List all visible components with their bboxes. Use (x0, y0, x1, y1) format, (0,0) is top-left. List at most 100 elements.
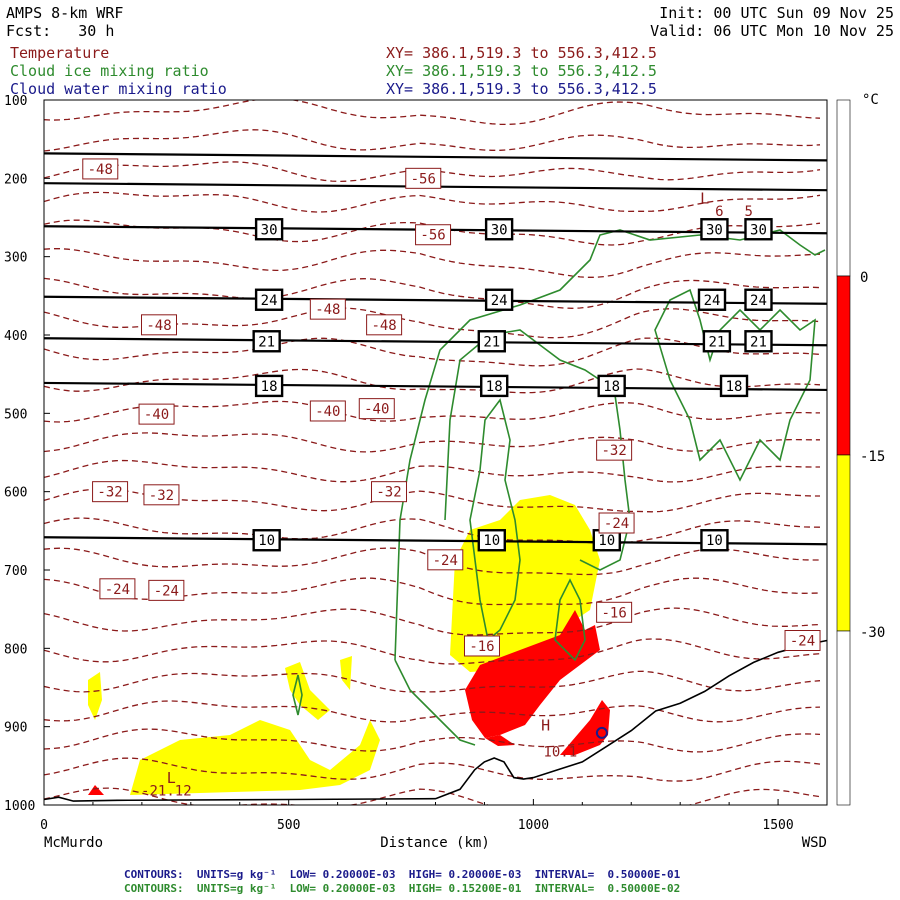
contour-label-24: 24 (704, 293, 721, 309)
contour-label-box (254, 288, 284, 311)
temperature-label-box (309, 400, 346, 422)
temperature-contour-line (44, 757, 821, 782)
temperature-label-box (405, 167, 442, 189)
red-region-ridge (465, 610, 600, 738)
temperature-label: -40 (315, 404, 340, 420)
contour-label-21: 21 (750, 334, 767, 350)
cloud-water-contour-18 (44, 381, 827, 392)
temperature-contour-line (44, 728, 821, 753)
y-tick-label: 700 (4, 564, 27, 579)
colorbar-white-top (836, 99, 851, 277)
temperature-label: -24 (105, 582, 130, 598)
temperature-label: -56 (420, 228, 445, 244)
model-title: AMPS 8-km WRF (6, 4, 124, 22)
temperature-contour-line (44, 459, 820, 483)
yellow-region-mid2 (340, 656, 352, 690)
temperature-contour-line (44, 638, 821, 665)
temperature-label: -40 (144, 407, 169, 423)
temperature-label-box (371, 481, 408, 503)
temperature-label-box (143, 484, 180, 506)
contour-label-30: 30 (706, 222, 723, 238)
x-tick-label: 1000 (518, 818, 549, 833)
temperature-contour-line (44, 100, 821, 126)
temperature-label-box (415, 224, 452, 246)
contour-label-30: 30 (261, 222, 278, 238)
footer-contours-water: CONTOURS: UNITS=g kg⁻¹ LOW= 0.20000E-03 … (124, 868, 681, 881)
red-region-foot (88, 785, 104, 795)
temperature-label: -16 (469, 639, 494, 655)
temperature-label-box (427, 549, 464, 571)
temperature-label: -32 (149, 488, 174, 504)
contour-label-box (484, 218, 514, 241)
xy-cloud-ice: XY= 386.1,519.3 to 556.3,412.5 (386, 62, 657, 80)
x-start-label: McMurdo (44, 835, 103, 851)
pressure-marker: L (700, 189, 709, 207)
temperature-label: -48 (315, 302, 340, 318)
temperature-label-box (784, 630, 821, 651)
contour-label-18: 18 (486, 379, 503, 395)
temperature-contour-line (44, 670, 821, 693)
contour-label-box (252, 330, 281, 353)
temperature-label: -32 (97, 485, 122, 501)
temperature-label: -24 (604, 516, 629, 532)
contour-label-box (480, 374, 509, 398)
contour-label-box (697, 288, 727, 311)
y-tick-label: 800 (4, 642, 27, 657)
temperature-label-box (92, 481, 129, 503)
temperature-label-box (148, 579, 185, 601)
terrain-profile (43, 639, 828, 802)
yellow-region-mcmurdo (130, 720, 380, 795)
contour-label-box (477, 529, 506, 552)
colorbar-unit: °C (862, 92, 879, 108)
red-region-base (485, 735, 515, 746)
plot-frame (43, 99, 828, 806)
temperature-label-box (463, 635, 500, 657)
contour-label-30: 30 (491, 222, 508, 238)
contour-label-21: 21 (708, 334, 725, 350)
temperature-contour-line (44, 700, 821, 723)
field-cloud-water: Cloud water mixing ratio (10, 80, 227, 98)
contour-label-box (700, 218, 729, 241)
contour-label-24: 24 (261, 293, 278, 309)
temperature-contour-line (44, 607, 821, 636)
colorbar-tick-15: -15 (860, 449, 885, 465)
cloud-ice-contour-lower (394, 659, 476, 746)
point-value: 6 (715, 204, 723, 220)
temperature-label: -56 (411, 171, 436, 187)
temperature-label-box (596, 439, 633, 461)
temperature-contour-line (44, 337, 821, 367)
temperature-label-box (358, 398, 395, 420)
y-tick-label: 100 (4, 94, 27, 109)
temperature-label: -32 (376, 485, 401, 501)
y-tick-label: 600 (4, 486, 27, 501)
cloud-water-contour-10 (44, 536, 827, 546)
contour-label-10: 10 (483, 533, 500, 549)
y-tick-label: 1000 (4, 799, 35, 814)
contour-label-box (597, 374, 626, 398)
contour-label-24: 24 (491, 293, 508, 309)
contour-label-24: 24 (750, 293, 767, 309)
valid-time: Valid: 06 UTC Mon 10 Nov 25 (650, 22, 894, 40)
x-end-label: WSD (802, 835, 827, 851)
temperature-contour-line (44, 517, 821, 545)
contour-label-box (252, 529, 281, 552)
temperature-contour-line (44, 368, 821, 394)
temperature-label: -40 (364, 402, 389, 418)
temperature-label: -24 (433, 553, 458, 569)
cloud-ice-contour-slope (554, 578, 586, 662)
pressure-marker: L (167, 769, 176, 787)
field-temperature: Temperature (10, 44, 110, 62)
contour-label-box (744, 218, 773, 241)
x-tick-label: 0 (40, 818, 48, 833)
axes: 100 200 300 400 500 600 700 800 900 1000 0 500 1000 1… (4, 94, 794, 833)
init-time: Init: 00 UTC Sun 09 Nov 25 (659, 4, 894, 22)
field-cloud-ice: Cloud ice mixing ratio (10, 62, 209, 80)
x-tick-label: 1500 (762, 818, 793, 833)
contour-label-18: 18 (726, 379, 743, 395)
temperature-label: -32 (601, 443, 626, 459)
contour-label-21: 21 (483, 334, 500, 350)
point-value: -21.12 (141, 784, 192, 800)
pressure-marker: H (541, 717, 550, 735)
temperature-label-box (598, 512, 635, 534)
colorbar-white-bottom (836, 630, 851, 806)
